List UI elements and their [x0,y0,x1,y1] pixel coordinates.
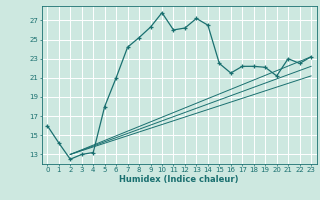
X-axis label: Humidex (Indice chaleur): Humidex (Indice chaleur) [119,175,239,184]
